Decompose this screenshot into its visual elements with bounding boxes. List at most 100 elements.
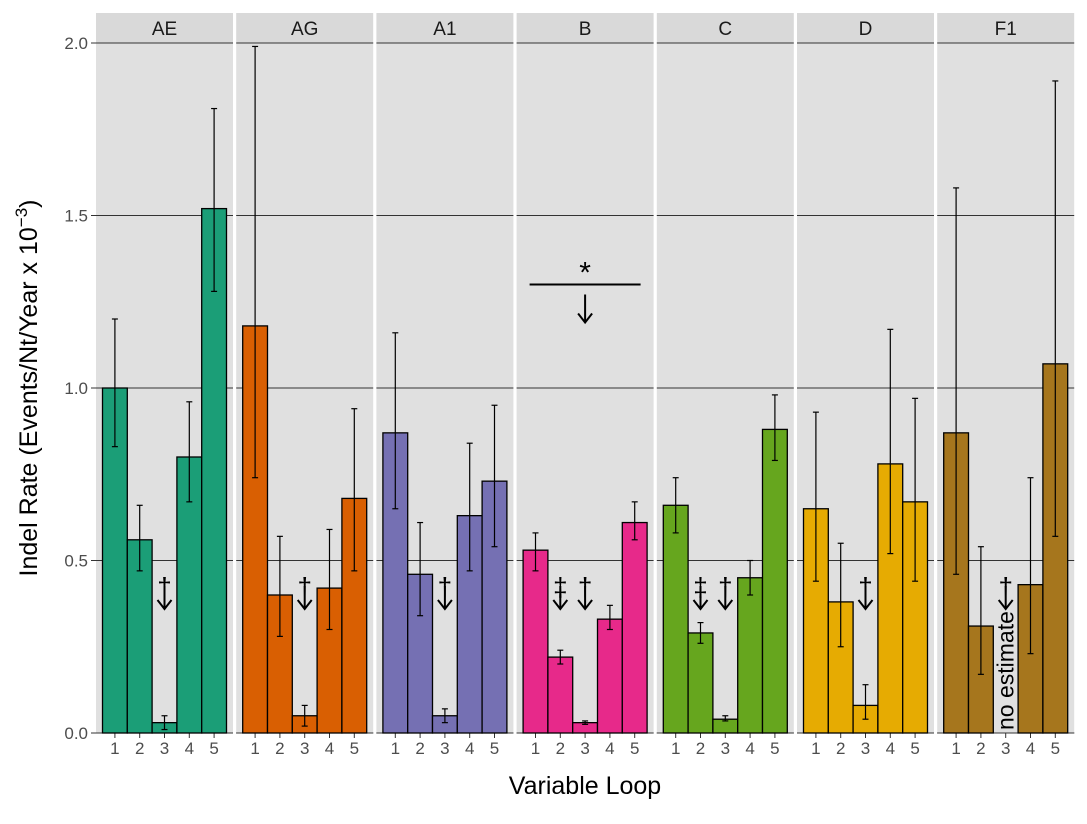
y-axis: 0.0 0.5 1.0 1.5 2.0 bbox=[64, 34, 96, 743]
annotation-c-loop-2: ‡ bbox=[692, 572, 709, 611]
error-bar bbox=[351, 408, 358, 572]
x-tick-label: 4 bbox=[745, 739, 754, 758]
down-arrow-icon bbox=[717, 586, 734, 611]
annotation-b-loop-3: † bbox=[577, 572, 593, 611]
facet-strip-label: A1 bbox=[433, 19, 456, 40]
bar-c-loop-5 bbox=[761, 428, 788, 734]
annotation-f1-loop-3: † bbox=[997, 572, 1014, 611]
y-axis-title-close: ) bbox=[15, 200, 43, 208]
x-tick-label: 4 bbox=[185, 739, 194, 758]
bar-c-loop-1 bbox=[662, 504, 689, 734]
x-tick-label: 2 bbox=[976, 739, 985, 758]
bar-c-loop-2 bbox=[687, 632, 714, 734]
facet-strip bbox=[797, 13, 934, 43]
error-bar bbox=[887, 328, 894, 555]
x-tick-label: 2 bbox=[556, 739, 565, 758]
error-bar bbox=[211, 107, 218, 292]
error-bar bbox=[532, 532, 539, 572]
down-arrow-icon bbox=[692, 586, 709, 611]
arrow-head bbox=[552, 599, 569, 611]
facet-strip-label: B bbox=[579, 19, 592, 40]
x-tick-label: 5 bbox=[630, 739, 639, 758]
x-tick-label: 2 bbox=[135, 739, 144, 758]
error-bar bbox=[606, 604, 613, 631]
bar-b-loop-2 bbox=[547, 656, 574, 734]
facet-strip-label: AE bbox=[152, 19, 177, 40]
bar-ae-loop-5 bbox=[201, 207, 228, 734]
x-tick-label: 3 bbox=[160, 739, 169, 758]
error-bar bbox=[582, 720, 589, 725]
down-arrow-icon bbox=[156, 586, 173, 611]
error-bar bbox=[672, 477, 679, 534]
y-axis-title-main: Indel Rate (Events/Nt/Year x 10 bbox=[15, 227, 43, 576]
x-tick-label: 4 bbox=[605, 739, 614, 758]
facet-panels: AE12345†AG12345†A112345†B12345‡†*C12345‡… bbox=[96, 13, 1075, 758]
bar-ae-loop-4 bbox=[176, 456, 203, 734]
down-arrow-icon bbox=[577, 294, 593, 325]
error-bar bbox=[252, 45, 259, 479]
x-tick-label: 5 bbox=[910, 739, 919, 758]
facet-strip-label: F1 bbox=[995, 19, 1017, 40]
facet-strip-label: D bbox=[859, 19, 873, 40]
annotation-ae-loop-3: † bbox=[156, 572, 173, 611]
arrow-head bbox=[997, 599, 1014, 611]
error-bar bbox=[466, 442, 473, 572]
error-bar bbox=[812, 411, 819, 582]
no-estimate-note: no estimate bbox=[993, 611, 1019, 730]
annotation-d-loop-3: † bbox=[857, 572, 874, 611]
y-tick-label: 0.0 bbox=[64, 724, 88, 743]
error-bar bbox=[111, 318, 118, 448]
arrow-head bbox=[296, 599, 313, 611]
facet-strip bbox=[96, 13, 233, 43]
error-bar bbox=[392, 332, 399, 510]
x-tick-label: 1 bbox=[110, 739, 119, 758]
down-arrow-icon bbox=[437, 586, 453, 611]
arrow-head bbox=[577, 599, 593, 611]
x-tick-label: 5 bbox=[490, 739, 499, 758]
arrow-head bbox=[857, 599, 874, 611]
error-bar bbox=[837, 542, 844, 648]
arrow-head bbox=[692, 599, 709, 611]
error-bar bbox=[771, 394, 778, 462]
error-bar bbox=[747, 559, 754, 596]
error-bar bbox=[1052, 80, 1059, 537]
arrow-head bbox=[717, 599, 734, 611]
down-arrow-icon bbox=[296, 586, 313, 611]
down-arrow-icon bbox=[997, 586, 1014, 611]
x-tick-label: 1 bbox=[250, 739, 259, 758]
facet-strip bbox=[376, 13, 514, 43]
x-tick-label: 1 bbox=[391, 739, 400, 758]
annotation-a1-loop-3: † bbox=[437, 572, 453, 611]
x-tick-label: 4 bbox=[1026, 739, 1035, 758]
error-bar bbox=[301, 704, 308, 727]
x-tick-label: 1 bbox=[531, 739, 540, 758]
annotation-b-loop-2: ‡ bbox=[552, 572, 569, 611]
arrow-head bbox=[577, 312, 593, 325]
y-tick-label: 0.5 bbox=[64, 552, 88, 571]
arrow-head bbox=[437, 599, 453, 611]
x-tick-label: 2 bbox=[275, 739, 284, 758]
error-bar bbox=[977, 546, 984, 675]
error-bar bbox=[161, 715, 168, 731]
error-bar bbox=[912, 397, 919, 582]
x-tick-label: 5 bbox=[1051, 739, 1060, 758]
error-bar bbox=[697, 621, 704, 644]
bar-b-loop-4 bbox=[596, 618, 623, 734]
x-tick-label: 4 bbox=[465, 739, 474, 758]
x-tick-label: 2 bbox=[415, 739, 424, 758]
facet-strip bbox=[516, 13, 654, 43]
down-arrow-icon bbox=[857, 586, 874, 611]
x-tick-label: 5 bbox=[770, 739, 779, 758]
bar-b-loop-1 bbox=[522, 549, 549, 734]
significance-marker: * bbox=[529, 257, 641, 325]
error-bar bbox=[631, 501, 638, 541]
annotation-c-loop-3: † bbox=[717, 572, 734, 611]
arrow-head bbox=[156, 599, 173, 611]
y-axis-title: Indel Rate (Events/Nt/Year x 10−3) bbox=[12, 200, 43, 577]
error-bar bbox=[326, 528, 333, 631]
x-tick-label: 3 bbox=[721, 739, 730, 758]
